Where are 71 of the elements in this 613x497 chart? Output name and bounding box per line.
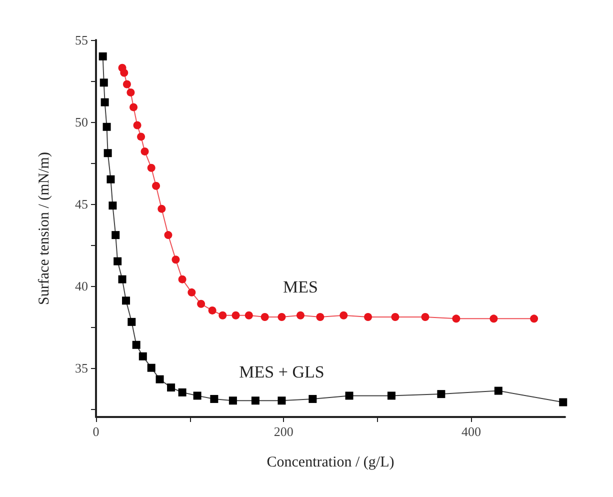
point: [210, 394, 218, 403]
x-tick-label: 0: [92, 424, 100, 439]
point: [260, 313, 269, 322]
series-label: MES: [283, 277, 318, 296]
point: [164, 231, 172, 240]
point: [147, 364, 156, 372]
y-tick-label: 40: [75, 278, 88, 294]
point: [391, 313, 400, 322]
point: [102, 122, 111, 131]
point: [178, 388, 186, 396]
point: [106, 175, 115, 184]
point: [112, 231, 120, 240]
point: [122, 80, 131, 88]
point: [138, 352, 147, 360]
point: [197, 300, 206, 308]
point: [490, 314, 498, 323]
point: [132, 340, 140, 349]
point: [133, 121, 142, 130]
point: [296, 311, 304, 320]
point: [494, 386, 502, 395]
point: [244, 311, 253, 320]
point: [137, 132, 146, 141]
point: [108, 202, 117, 210]
point: [156, 375, 164, 384]
point: [104, 149, 112, 158]
point: [218, 311, 227, 320]
y-tick-label: 35: [75, 360, 88, 376]
point: [98, 52, 107, 60]
series-label: MES + GLS: [239, 362, 324, 382]
point: [340, 311, 348, 320]
point: [100, 98, 109, 106]
point: [278, 313, 286, 322]
point: [278, 396, 286, 405]
point: [208, 306, 216, 314]
point: [364, 313, 372, 322]
point: [126, 88, 135, 96]
point: [316, 313, 324, 322]
point: [100, 78, 108, 87]
point: [172, 256, 180, 264]
point: [118, 275, 126, 284]
y-axis-title: Surface tension / (mN/m): [36, 152, 52, 305]
y-tick-label: 50: [75, 114, 88, 130]
point: [122, 296, 130, 305]
point: [147, 164, 156, 172]
point: [158, 204, 166, 213]
point: [387, 392, 396, 400]
point: [421, 313, 430, 322]
point: [167, 383, 176, 392]
point: [308, 394, 317, 403]
point: [232, 311, 240, 320]
point: [140, 147, 149, 156]
point: [452, 314, 460, 323]
point: [437, 390, 446, 398]
y-tick-label: 55: [75, 32, 88, 48]
point: [530, 314, 538, 323]
x-tick-label: 200: [274, 424, 294, 439]
point: [128, 318, 136, 326]
x-tick-label: 400: [461, 424, 481, 439]
point: [193, 392, 202, 400]
point: [345, 392, 354, 400]
point: [178, 275, 186, 284]
point: [120, 68, 128, 77]
x-axis-title: Concentration / (g/L): [266, 454, 394, 470]
point: [130, 103, 138, 112]
y-tick-label: 45: [75, 196, 88, 212]
point: [251, 396, 260, 405]
point: [559, 398, 568, 406]
point: [152, 182, 160, 190]
point: [114, 257, 122, 266]
point: [228, 396, 237, 405]
point: [188, 288, 196, 296]
